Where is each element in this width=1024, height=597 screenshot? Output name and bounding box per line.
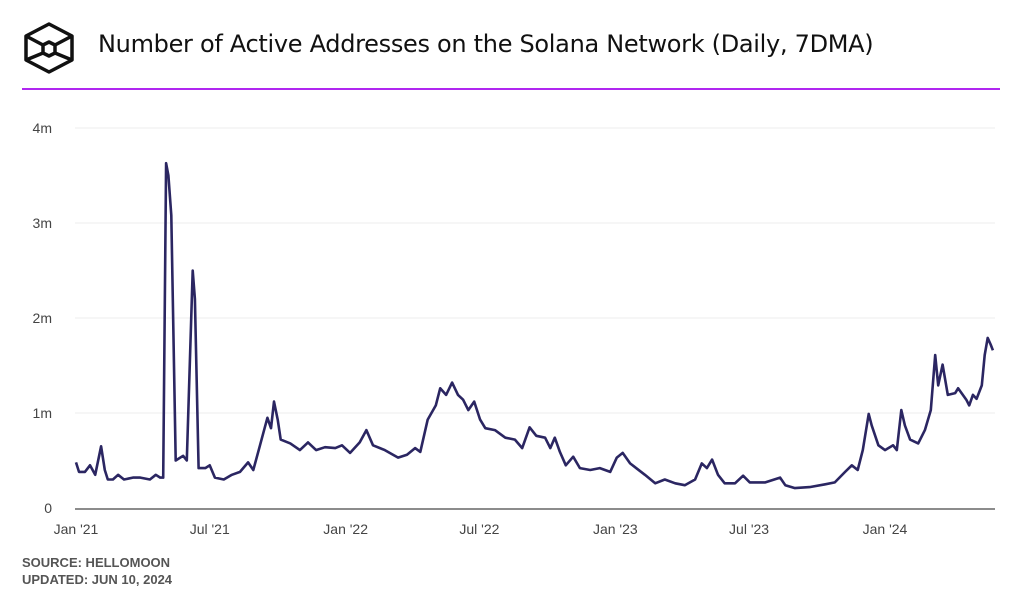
series-line: [74, 161, 995, 490]
title-divider: [22, 88, 1000, 90]
the-block-logo-icon: [24, 22, 74, 74]
y-tick-label: 1m: [33, 405, 52, 421]
x-tick-label: Jul '22: [459, 521, 499, 537]
x-tick-label: Jul '21: [190, 521, 230, 537]
source-note: SOURCE: HELLOMOON: [22, 555, 171, 570]
chart-title: Number of Active Addresses on the Solana…: [98, 30, 874, 58]
x-tick-label: Jan '22: [323, 521, 368, 537]
y-tick-label: 2m: [33, 310, 52, 326]
x-tick-label: Jul '23: [729, 521, 769, 537]
y-tick-label: 4m: [33, 120, 52, 136]
updated-note: UPDATED: JUN 10, 2024: [22, 572, 173, 587]
x-tick-label: Jan '23: [593, 521, 638, 537]
x-tick-label: Jan '21: [54, 521, 99, 537]
y-tick-label: 0: [44, 500, 52, 516]
x-tick-label: Jan '24: [863, 521, 908, 537]
y-tick-label: 3m: [33, 215, 52, 231]
